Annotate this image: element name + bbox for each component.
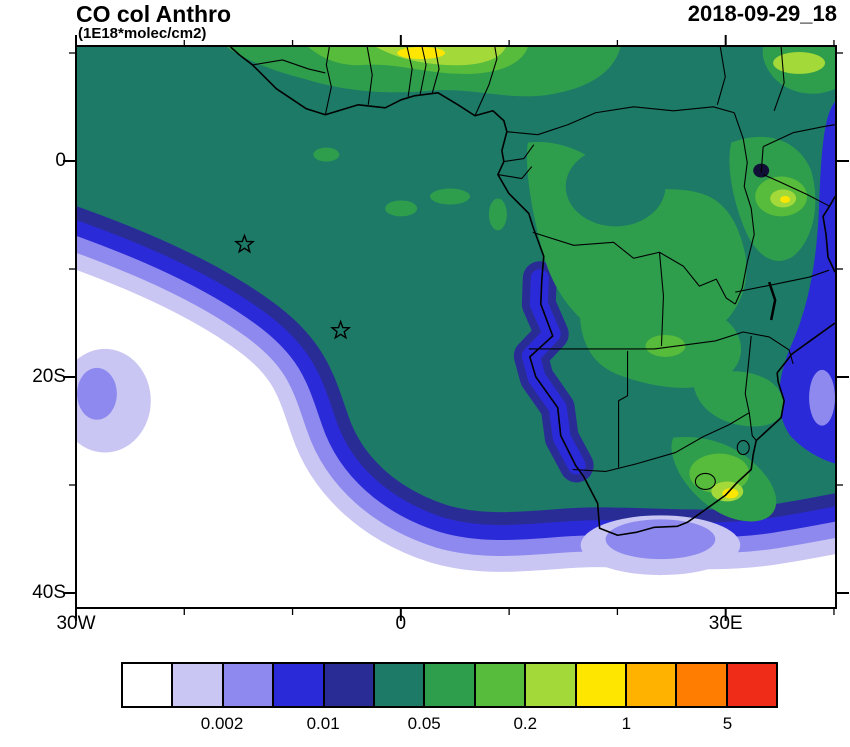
x-axis-label: 0 bbox=[395, 613, 407, 634]
colorbar-cell-5 bbox=[374, 664, 426, 706]
star-marker bbox=[233, 233, 255, 254]
y-axis-label: 20S bbox=[32, 366, 66, 387]
africa-coastline bbox=[230, 47, 835, 537]
colorbar-label: 1 bbox=[621, 714, 632, 733]
colorbar bbox=[121, 662, 778, 708]
page-title: CO col Anthro bbox=[76, 1, 232, 27]
x-axis-label: 30E bbox=[708, 613, 743, 634]
colorbar-cell-6 bbox=[425, 664, 476, 706]
colorbar-cell-2 bbox=[223, 664, 275, 706]
units-subtitle: (1E18*molec/cm2) bbox=[78, 25, 207, 42]
colorbar-cell-11 bbox=[677, 664, 728, 706]
colorbar-cell-4 bbox=[324, 664, 375, 706]
lake-malawi bbox=[767, 281, 777, 321]
colorbar-cell-8 bbox=[526, 664, 577, 706]
star-marker bbox=[330, 319, 352, 340]
map-frame bbox=[75, 45, 837, 609]
colorbar-label: 5 bbox=[722, 714, 733, 733]
colorbar-cell-7 bbox=[475, 664, 527, 706]
timestamp: 2018-09-29_18 bbox=[687, 1, 837, 26]
colorbar-label: 0.002 bbox=[200, 714, 244, 733]
colorbar-label: 0.05 bbox=[407, 714, 441, 733]
y-axis-label: 0 bbox=[55, 150, 66, 171]
colorbar-cell-0 bbox=[123, 664, 174, 706]
star-markers bbox=[233, 233, 352, 340]
colorbar-label: 0.2 bbox=[513, 714, 538, 733]
colorbar-cell-3 bbox=[274, 664, 325, 706]
east-coast-sliver bbox=[822, 196, 835, 273]
eswatini-border bbox=[736, 440, 750, 456]
colorbar-cell-9 bbox=[576, 664, 627, 706]
colorbar-cell-10 bbox=[626, 664, 678, 706]
y-axis-label: 40S bbox=[32, 582, 66, 603]
lesotho-border bbox=[694, 472, 716, 490]
contour-field bbox=[77, 47, 835, 576]
colorbar-cell-12 bbox=[727, 664, 777, 706]
x-axis-label: 30W bbox=[56, 613, 96, 634]
co-column-map bbox=[77, 47, 835, 607]
colorbar-label: 0.01 bbox=[306, 714, 340, 733]
colorbar-cell-1 bbox=[173, 664, 224, 706]
country-borders bbox=[252, 47, 835, 490]
